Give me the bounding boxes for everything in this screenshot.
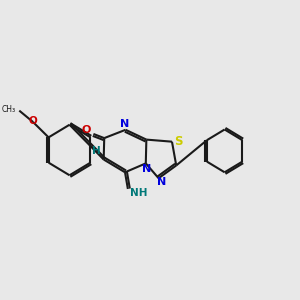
Text: O: O [28,116,37,126]
Text: N: N [157,177,166,187]
Text: H: H [92,146,101,156]
Text: NH: NH [130,188,148,198]
Text: S: S [174,135,182,148]
Text: N: N [120,119,130,129]
Text: O: O [82,125,91,135]
Text: N: N [142,164,151,174]
Text: CH₃: CH₃ [2,105,16,114]
